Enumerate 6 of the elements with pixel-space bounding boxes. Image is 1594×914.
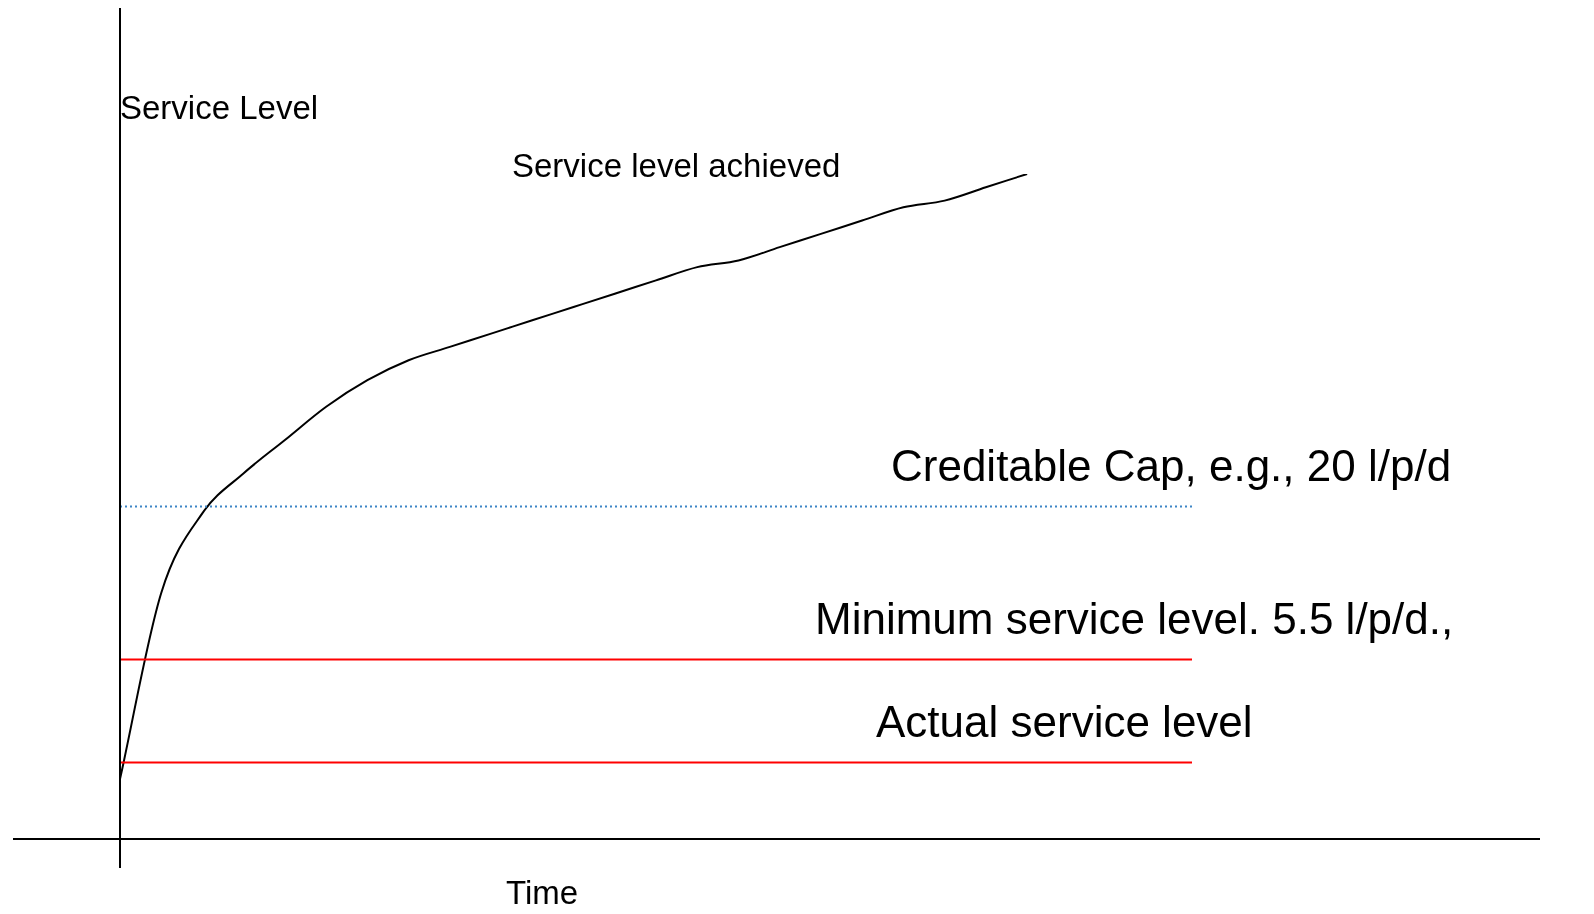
- ref-line-label: Actual service level: [876, 696, 1253, 746]
- x-axis-title: Time: [505, 874, 579, 912]
- ref-line-label: Creditable Cap, e.g., 20 l/p/d: [891, 440, 1452, 490]
- ref-line-label: Minimum service level. 5.5 l/p/d.,: [815, 593, 1454, 643]
- series-label: Service level achieved: [512, 147, 841, 185]
- y-axis-title: Service Level: [120, 89, 319, 127]
